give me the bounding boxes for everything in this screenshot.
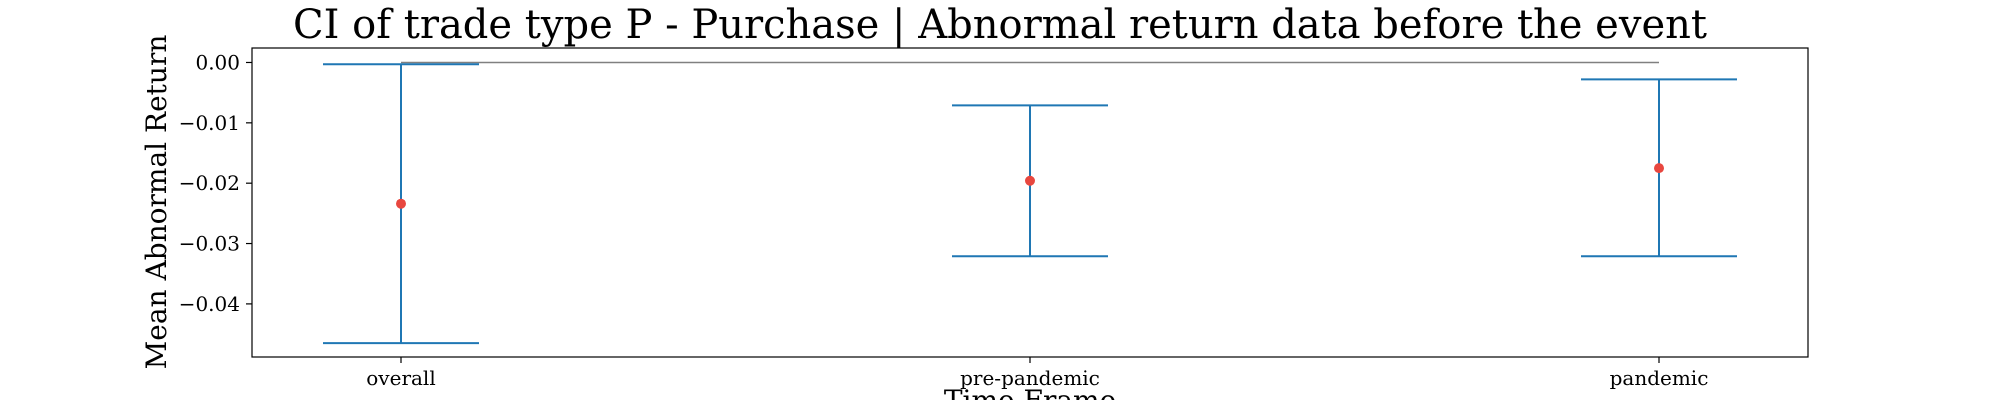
x-tick-label: pandemic	[1610, 366, 1709, 390]
y-tick-label: −0.01	[179, 111, 240, 135]
y-tick-label: −0.03	[179, 232, 240, 256]
mean-point-pandemic	[1654, 163, 1664, 174]
chart-title: CI of trade type P - Purchase | Abnormal…	[293, 2, 1707, 48]
x-tick-label: pre-pandemic	[960, 366, 1100, 390]
y-tick-label: −0.02	[179, 171, 240, 195]
x-axis-label: Time Frame	[944, 384, 1116, 400]
y-tick-label: 0.00	[195, 50, 240, 74]
y-axis-ticks: 0.00 −0.01 −0.02 −0.03 −0.04	[179, 50, 252, 316]
y-axis-label: Mean Abnormal Return	[140, 35, 173, 370]
chart-marks	[323, 61, 1737, 345]
mean-point-overall	[396, 198, 406, 209]
mean-point-pre-pandemic	[1025, 175, 1035, 186]
y-tick-label: −0.04	[179, 292, 240, 316]
x-tick-label: overall	[366, 366, 435, 390]
x-axis-ticks: overall pre-pandemic pandemic	[366, 357, 1708, 390]
